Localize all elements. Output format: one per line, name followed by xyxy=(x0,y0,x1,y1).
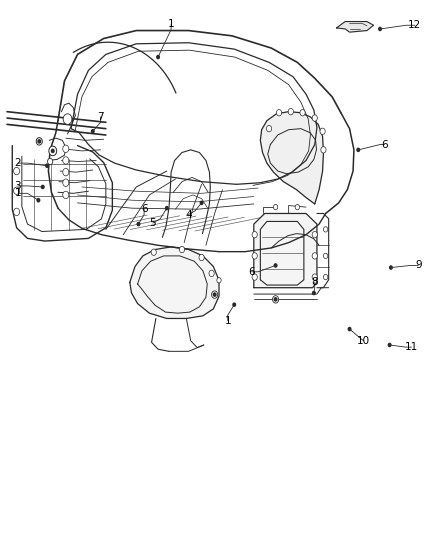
Text: 9: 9 xyxy=(415,261,422,270)
Circle shape xyxy=(63,114,72,124)
Circle shape xyxy=(323,274,328,280)
Circle shape xyxy=(313,292,315,295)
Circle shape xyxy=(42,185,44,189)
Circle shape xyxy=(51,149,54,152)
Text: 7: 7 xyxy=(97,112,104,122)
Polygon shape xyxy=(130,247,219,318)
Text: 10: 10 xyxy=(357,336,370,346)
Circle shape xyxy=(63,145,69,152)
Circle shape xyxy=(348,327,351,330)
Circle shape xyxy=(166,207,168,210)
Circle shape xyxy=(266,125,272,132)
Circle shape xyxy=(273,205,278,210)
Circle shape xyxy=(47,158,53,165)
Polygon shape xyxy=(260,112,323,204)
Circle shape xyxy=(49,146,57,156)
Circle shape xyxy=(38,140,41,143)
Circle shape xyxy=(389,343,391,346)
Circle shape xyxy=(312,274,318,280)
Circle shape xyxy=(252,274,257,280)
Text: 6: 6 xyxy=(248,267,255,277)
Text: 1: 1 xyxy=(168,19,174,29)
Circle shape xyxy=(180,246,185,253)
Circle shape xyxy=(300,110,305,116)
Polygon shape xyxy=(254,214,317,288)
Circle shape xyxy=(36,138,42,145)
Circle shape xyxy=(209,270,214,277)
Circle shape xyxy=(272,296,279,303)
Circle shape xyxy=(200,201,203,205)
Circle shape xyxy=(312,231,318,238)
Circle shape xyxy=(274,298,277,301)
Circle shape xyxy=(379,27,381,30)
Circle shape xyxy=(157,55,159,59)
Circle shape xyxy=(63,168,69,176)
Circle shape xyxy=(321,147,326,153)
Circle shape xyxy=(312,115,318,121)
Circle shape xyxy=(46,164,48,167)
Text: 5: 5 xyxy=(149,218,156,228)
Circle shape xyxy=(323,253,328,259)
Text: 12: 12 xyxy=(408,20,421,30)
Circle shape xyxy=(151,249,156,255)
Text: 11: 11 xyxy=(405,342,418,352)
Circle shape xyxy=(212,291,218,298)
Circle shape xyxy=(14,208,20,216)
Circle shape xyxy=(213,293,216,296)
Circle shape xyxy=(295,205,300,210)
Circle shape xyxy=(357,148,360,151)
Circle shape xyxy=(199,254,204,261)
Text: 6: 6 xyxy=(381,140,388,150)
Text: 6: 6 xyxy=(141,204,148,214)
Circle shape xyxy=(37,199,40,202)
Circle shape xyxy=(390,266,392,269)
Circle shape xyxy=(276,110,282,116)
Circle shape xyxy=(92,130,94,133)
Circle shape xyxy=(63,179,69,187)
Polygon shape xyxy=(336,21,374,32)
Text: 3: 3 xyxy=(14,181,21,191)
Circle shape xyxy=(323,227,328,232)
Circle shape xyxy=(63,191,69,199)
Circle shape xyxy=(288,109,293,115)
Circle shape xyxy=(217,278,221,283)
Text: 1: 1 xyxy=(14,188,21,198)
Circle shape xyxy=(252,253,257,259)
Circle shape xyxy=(14,167,20,175)
Text: 1: 1 xyxy=(224,316,231,326)
Circle shape xyxy=(320,128,325,134)
Text: 8: 8 xyxy=(311,277,318,287)
Circle shape xyxy=(252,231,257,238)
Circle shape xyxy=(233,303,236,306)
Text: 2: 2 xyxy=(14,158,21,168)
Circle shape xyxy=(312,253,318,259)
Circle shape xyxy=(14,187,20,195)
Circle shape xyxy=(63,157,69,164)
Text: 4: 4 xyxy=(185,209,192,220)
Circle shape xyxy=(274,264,277,267)
Circle shape xyxy=(137,222,140,225)
